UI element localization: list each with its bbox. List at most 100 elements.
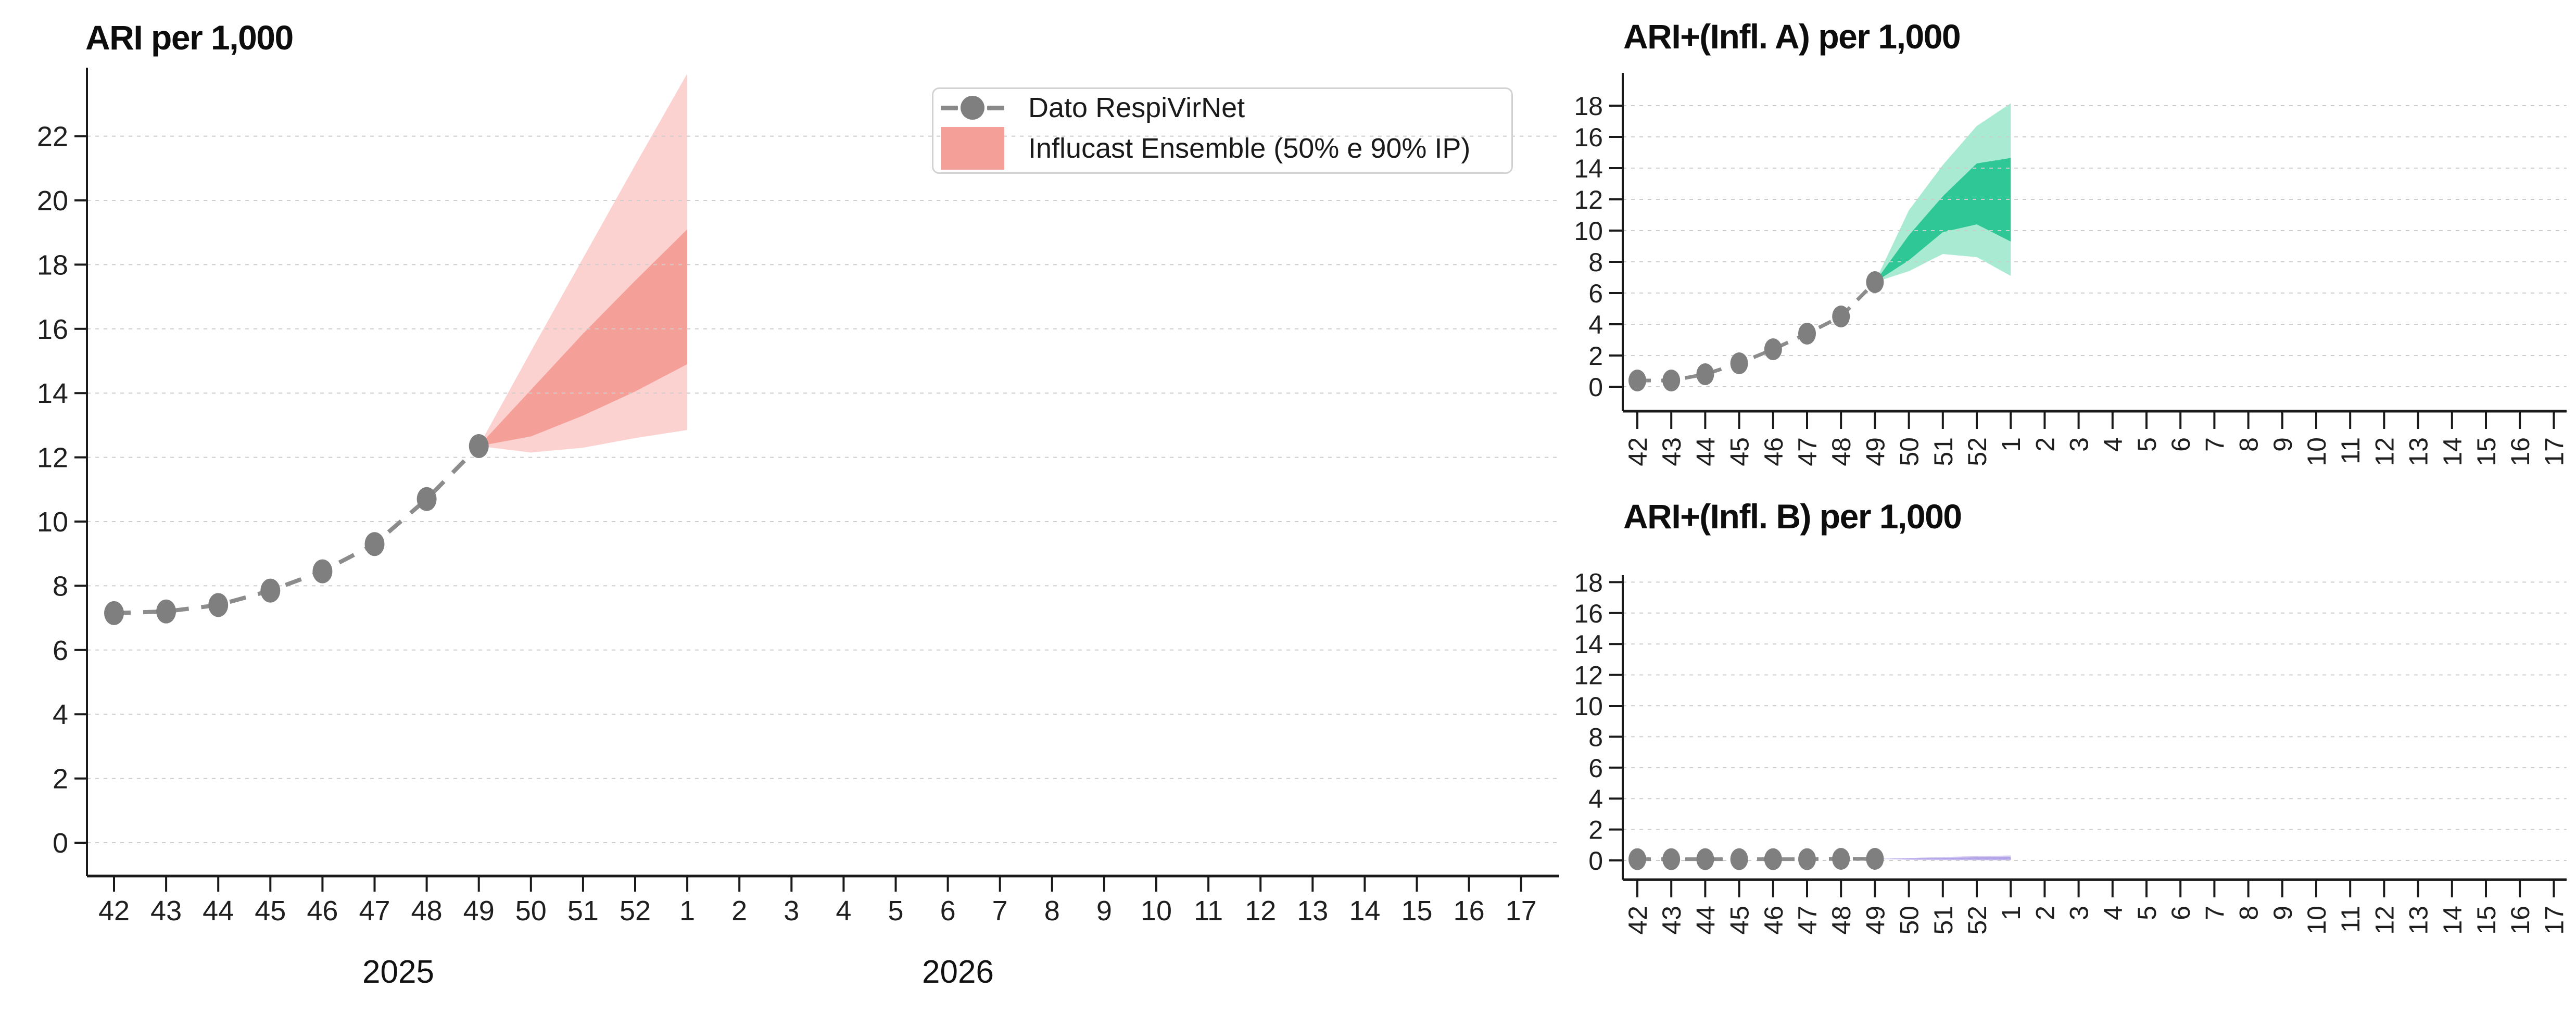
x-tick-label: 46 bbox=[1759, 906, 1788, 935]
x-tick-label: 6 bbox=[2166, 437, 2195, 452]
y-tick-label: 18 bbox=[1574, 568, 1603, 597]
x-tick-label: 4 bbox=[2099, 906, 2128, 920]
x-tick-label: 52 bbox=[1963, 906, 1992, 935]
x-tick-label: 50 bbox=[515, 895, 547, 927]
x-tick-label: 3 bbox=[2065, 437, 2094, 452]
x-tick-label: 5 bbox=[888, 895, 903, 927]
y-tick-label: 16 bbox=[1574, 123, 1603, 152]
y-tick-label: 12 bbox=[1574, 185, 1603, 214]
x-tick-label: 45 bbox=[1725, 906, 1754, 935]
x-tick-label: 49 bbox=[463, 895, 495, 927]
x-tick-label: 49 bbox=[1861, 437, 1890, 466]
observed-line bbox=[113, 445, 481, 615]
x-axis-year-2025: 2025 bbox=[362, 954, 434, 990]
x-tick-label: 4 bbox=[2099, 437, 2128, 452]
observed-dot bbox=[1662, 370, 1681, 391]
y-tick-label: 8 bbox=[53, 570, 68, 602]
x-tick-label: 42 bbox=[1623, 437, 1652, 466]
observed-dot bbox=[1628, 370, 1646, 391]
x-tick-label: 46 bbox=[1759, 437, 1788, 466]
x-tick-label: 6 bbox=[940, 895, 956, 927]
observed-dot bbox=[1866, 271, 1884, 293]
x-tick-label: 45 bbox=[255, 895, 286, 927]
ensemble-band-50-infB bbox=[1875, 857, 2011, 860]
x-tick-label: 49 bbox=[1861, 906, 1890, 935]
x-tick-label: 12 bbox=[1245, 895, 1276, 927]
x-tick-label: 17 bbox=[1506, 895, 1537, 927]
dashed-line-icon bbox=[987, 105, 1004, 110]
x-tick-label: 10 bbox=[1141, 895, 1172, 927]
legend-label-ensemble: Influcast Ensemble (50% e 90% IP) bbox=[1028, 132, 1471, 164]
y-tick-label: 16 bbox=[37, 314, 68, 345]
x-tick-label: 52 bbox=[620, 895, 651, 927]
y-tick-label: 14 bbox=[1574, 154, 1603, 183]
y-tick-label: 10 bbox=[1574, 692, 1603, 721]
x-tick-label: 9 bbox=[2268, 437, 2297, 452]
observed-dot bbox=[1832, 306, 1850, 327]
y-tick-label: 6 bbox=[1588, 754, 1603, 783]
x-tick-label: 14 bbox=[2438, 906, 2467, 935]
x-tick-label: 43 bbox=[150, 895, 182, 927]
x-tick-label: 15 bbox=[1401, 895, 1432, 927]
x-tick-label: 9 bbox=[2268, 906, 2297, 920]
observed-dot bbox=[1832, 848, 1850, 870]
x-tick-label: 8 bbox=[2234, 906, 2264, 920]
x-tick-label: 8 bbox=[1044, 895, 1060, 927]
y-tick-label: 12 bbox=[1574, 661, 1603, 690]
x-tick-label: 51 bbox=[1929, 906, 1958, 935]
band-swatch-icon bbox=[941, 126, 1004, 170]
x-tick-label: 48 bbox=[411, 895, 443, 927]
x-tick-label: 42 bbox=[1623, 906, 1652, 935]
observed-dot bbox=[1798, 848, 1816, 870]
x-tick-label: 51 bbox=[567, 895, 599, 927]
x-tick-label: 11 bbox=[2336, 906, 2365, 933]
observed-dot bbox=[208, 593, 229, 617]
x-tick-label: 11 bbox=[2336, 437, 2365, 464]
x-axis-year-2026: 2026 bbox=[922, 954, 994, 990]
x-tick-label: 3 bbox=[2065, 906, 2094, 920]
y-tick-label: 2 bbox=[1588, 341, 1603, 371]
y-tick-label: 0 bbox=[53, 828, 68, 859]
x-tick-label: 5 bbox=[2132, 906, 2162, 920]
x-tick-label: 47 bbox=[1793, 906, 1822, 935]
observed-line bbox=[1637, 281, 1876, 383]
panel-title-infl-a: ARI+(Infl. A) per 1,000 bbox=[1623, 17, 1961, 56]
observed-dot bbox=[312, 559, 333, 583]
x-tick-label: 13 bbox=[1297, 895, 1328, 927]
y-tick-label: 18 bbox=[1574, 92, 1603, 121]
x-tick-label: 47 bbox=[359, 895, 390, 927]
x-tick-label: 14 bbox=[1349, 895, 1380, 927]
y-tick-label: 0 bbox=[1588, 846, 1603, 876]
y-tick-label: 0 bbox=[1588, 373, 1603, 402]
x-tick-label: 12 bbox=[2370, 437, 2399, 466]
y-tick-label: 4 bbox=[1588, 310, 1603, 339]
y-tick-label: 4 bbox=[53, 699, 68, 730]
x-tick-label: 44 bbox=[1691, 437, 1720, 466]
y-tick-label: 14 bbox=[1574, 630, 1603, 659]
y-tick-label: 6 bbox=[53, 635, 68, 666]
panel-title-infl-b: ARI+(Infl. B) per 1,000 bbox=[1623, 497, 1962, 536]
x-tick-label: 44 bbox=[1691, 906, 1720, 935]
x-tick-label: 7 bbox=[2200, 906, 2229, 920]
observed-dot bbox=[1730, 848, 1748, 870]
x-tick-label: 17 bbox=[2540, 437, 2569, 466]
ensemble-band-50-ari bbox=[478, 229, 688, 447]
x-tick-label: 9 bbox=[1096, 895, 1112, 927]
x-tick-label: 46 bbox=[307, 895, 338, 927]
x-tick-label: 11 bbox=[1194, 895, 1223, 927]
y-tick-label: 20 bbox=[37, 185, 68, 217]
observed-dot bbox=[1764, 848, 1782, 870]
x-tick-label: 12 bbox=[2370, 906, 2399, 935]
observed-dot bbox=[104, 601, 124, 625]
y-tick-label: 10 bbox=[37, 506, 68, 538]
observed-dot bbox=[1628, 848, 1646, 870]
observed-dot bbox=[1662, 848, 1681, 870]
x-tick-label: 45 bbox=[1725, 437, 1754, 466]
observed-dot bbox=[1798, 323, 1816, 345]
x-tick-label: 7 bbox=[992, 895, 1008, 927]
legend-label-observed: Dato RespiVirNet bbox=[1028, 92, 1245, 124]
